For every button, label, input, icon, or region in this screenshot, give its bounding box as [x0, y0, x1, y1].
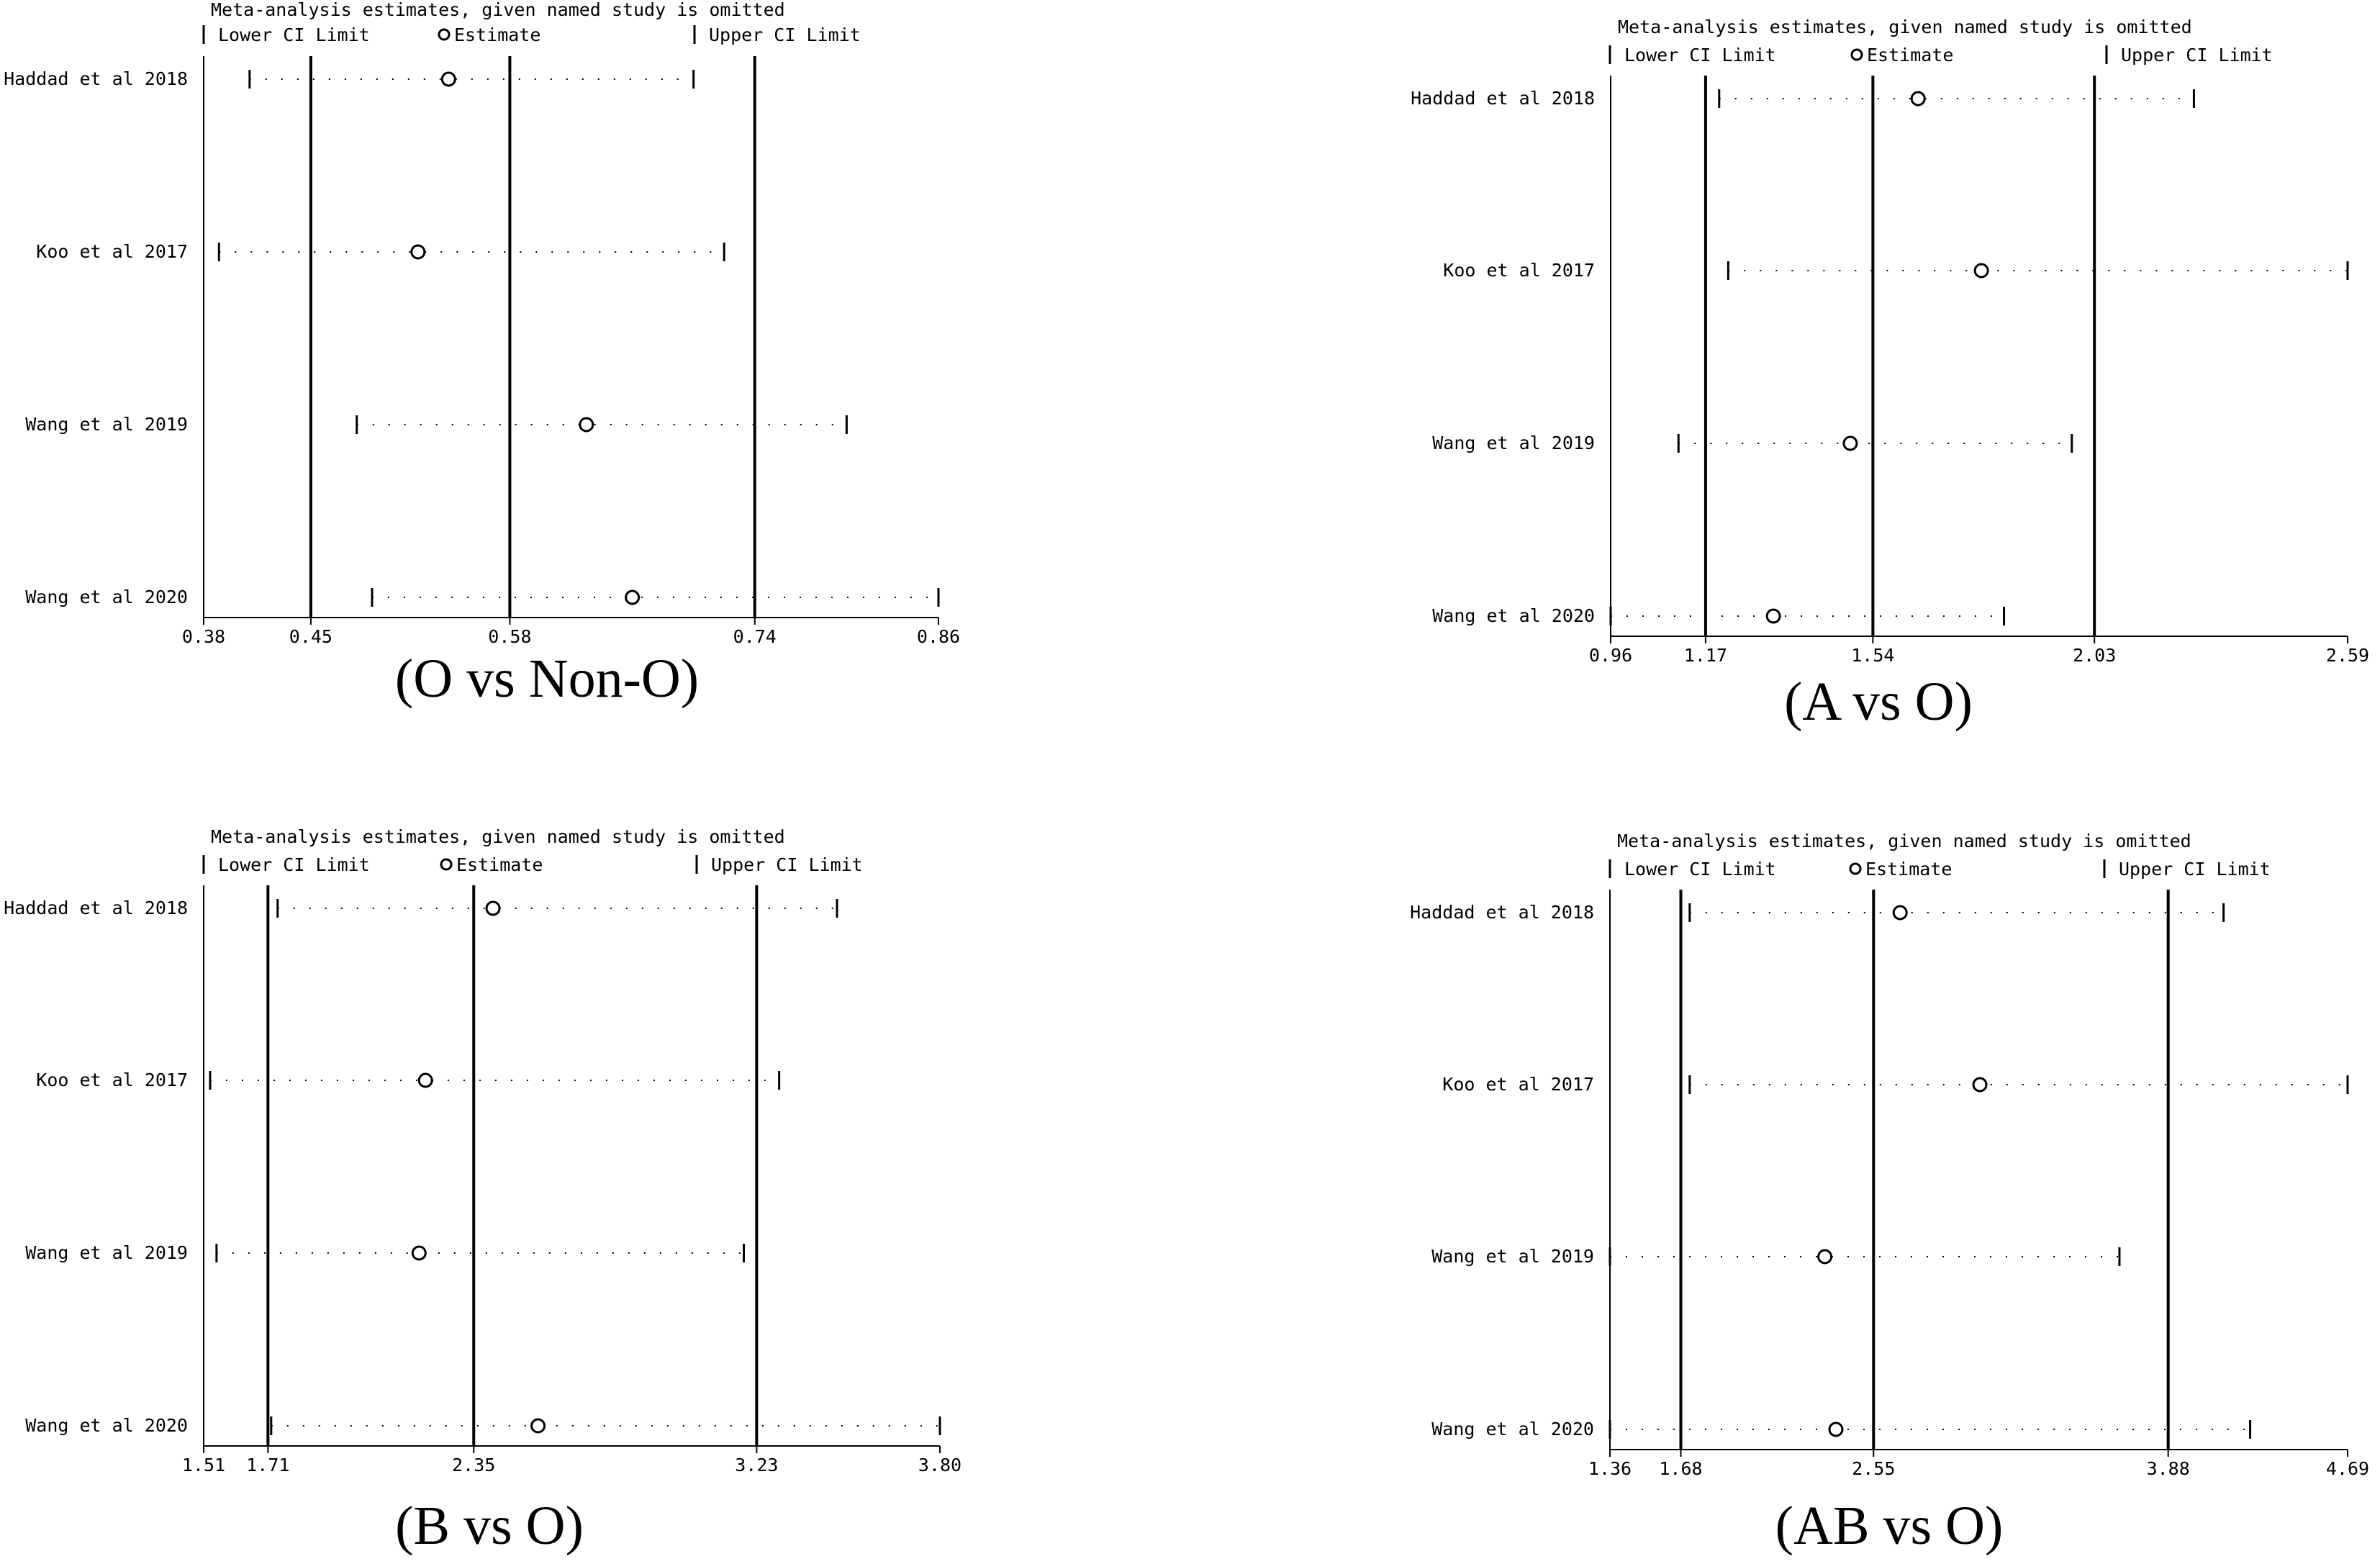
x-tick-label: 0.38 — [182, 626, 225, 647]
study-label-wang-et-al-2019: Wang et al 2019 — [1431, 1246, 1594, 1267]
estimate-point — [530, 1418, 546, 1434]
estimate-point — [1892, 905, 1908, 921]
estimate-point — [1828, 1421, 1844, 1437]
x-tick-label: 3.23 — [735, 1455, 778, 1475]
legend-lower-label: Lower CI Limit — [218, 854, 370, 875]
estimate-point — [1765, 608, 1781, 624]
panel-o-vs-non-o: Meta-analysis estimates, given named stu… — [4, 0, 960, 709]
x-tick-label: 0.74 — [733, 626, 777, 647]
x-tick-label: 2.35 — [452, 1455, 495, 1475]
panel-title: (B vs O) — [395, 1496, 584, 1556]
legend-estimate-marker — [440, 858, 453, 871]
legend-upper-label: Upper CI Limit — [2121, 45, 2273, 65]
legend-header: Meta-analysis estimates, given named stu… — [1617, 831, 2191, 851]
study-label-haddad-et-al-2018: Haddad et al 2018 — [4, 898, 188, 918]
study-label-wang-et-al-2019: Wang et al 2019 — [25, 414, 188, 435]
x-tick-label: 0.86 — [917, 626, 960, 647]
study-label-wang-et-al-2019: Wang et al 2019 — [1432, 433, 1595, 453]
estimate-point — [410, 244, 426, 260]
estimate-point — [1817, 1249, 1833, 1265]
panel-a-vs-o: Meta-analysis estimates, given named stu… — [1411, 17, 2369, 732]
estimate-point — [579, 417, 594, 433]
x-tick-label: 0.45 — [289, 626, 332, 647]
legend-lower-label: Lower CI Limit — [1624, 45, 1776, 65]
panel-title: (O vs Non-O) — [395, 648, 699, 709]
legend-estimate-label: Estimate — [456, 854, 543, 875]
study-label-koo-et-al-2017: Koo et al 2017 — [1442, 1074, 1594, 1095]
estimate-point — [1842, 435, 1858, 451]
x-tick-label: 1.51 — [182, 1455, 225, 1475]
x-tick-label: 1.68 — [1659, 1458, 1702, 1479]
study-label-koo-et-al-2017: Koo et al 2017 — [36, 1070, 188, 1090]
x-tick-label: 1.36 — [1588, 1458, 1632, 1479]
study-label-haddad-et-al-2018: Haddad et al 2018 — [1411, 88, 1595, 109]
x-tick-label: 2.59 — [2326, 645, 2369, 666]
estimate-point — [1972, 1077, 1988, 1093]
study-label-wang-et-al-2020: Wang et al 2020 — [1431, 1419, 1594, 1439]
x-tick-label: 1.17 — [1684, 645, 1727, 666]
x-tick-label: 3.80 — [918, 1455, 961, 1475]
estimate-point — [440, 71, 456, 87]
estimate-point — [1973, 263, 1989, 279]
legend-estimate-label: Estimate — [1867, 45, 1953, 65]
legend-estimate-marker — [438, 28, 451, 41]
legend-estimate-label: Estimate — [1865, 859, 1952, 880]
x-tick-label: 3.88 — [2147, 1458, 2190, 1479]
x-tick-label: 0.96 — [1589, 645, 1632, 666]
x-tick-label: 4.69 — [2326, 1458, 2369, 1479]
legend-upper-label: Upper CI Limit — [711, 854, 863, 875]
panel-ab-vs-o: Meta-analysis estimates, given named stu… — [1410, 831, 2369, 1556]
estimate-point — [417, 1072, 433, 1088]
study-label-haddad-et-al-2018: Haddad et al 2018 — [4, 68, 188, 89]
legend-estimate-label: Estimate — [454, 24, 540, 45]
estimate-point — [1910, 91, 1926, 107]
x-tick-label: 2.55 — [1852, 1458, 1895, 1479]
x-tick-label: 1.54 — [1851, 645, 1894, 666]
x-tick-label: 0.58 — [488, 626, 531, 647]
legend-header: Meta-analysis estimates, given named stu… — [211, 0, 785, 20]
study-label-wang-et-al-2020: Wang et al 2020 — [25, 587, 188, 607]
legend-upper-label: Upper CI Limit — [2119, 859, 2271, 880]
legend-upper-label: Upper CI Limit — [709, 24, 861, 45]
legend-lower-label: Lower CI Limit — [1624, 859, 1776, 880]
study-label-wang-et-al-2019: Wang et al 2019 — [25, 1242, 188, 1263]
estimate-point — [485, 900, 501, 916]
legend-estimate-marker — [1850, 48, 1863, 61]
study-label-koo-et-al-2017: Koo et al 2017 — [36, 241, 188, 262]
x-tick-label: 2.03 — [2073, 645, 2116, 666]
study-label-koo-et-al-2017: Koo et al 2017 — [1443, 260, 1595, 281]
study-label-haddad-et-al-2018: Haddad et al 2018 — [1410, 902, 1594, 923]
legend-header: Meta-analysis estimates, given named stu… — [211, 826, 785, 847]
estimate-point — [625, 589, 641, 605]
legend-header: Meta-analysis estimates, given named stu… — [1618, 17, 2192, 37]
panel-title: (AB vs O) — [1775, 1496, 2004, 1556]
study-label-wang-et-al-2020: Wang et al 2020 — [25, 1415, 188, 1436]
panel-title: (A vs O) — [1784, 672, 1973, 732]
estimate-point — [411, 1245, 427, 1261]
x-tick-label: 1.71 — [246, 1455, 289, 1475]
legend-lower-label: Lower CI Limit — [218, 24, 370, 45]
panel-b-vs-o: Meta-analysis estimates, given named stu… — [4, 826, 961, 1556]
legend-estimate-marker — [1849, 862, 1862, 875]
study-label-wang-et-al-2020: Wang et al 2020 — [1432, 605, 1595, 626]
